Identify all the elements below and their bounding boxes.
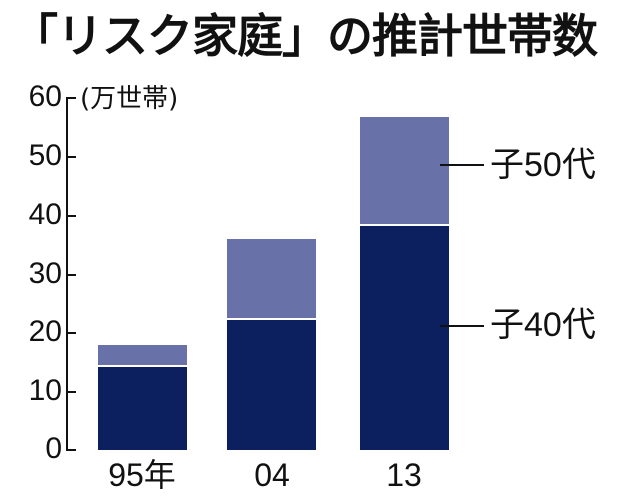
legend-leader-40s (440, 325, 484, 327)
y-tick-label: 60 (28, 80, 62, 113)
bar-segment-40s (360, 226, 449, 450)
segment-divider (98, 365, 187, 367)
y-tick-label: 50 (28, 139, 62, 172)
y-tick-label: 10 (28, 374, 62, 407)
y-tick-label: 40 (28, 198, 62, 231)
y-tick-label: 30 (28, 257, 62, 290)
y-tick-label: 20 (28, 315, 62, 348)
bar-segment-50s (227, 239, 316, 319)
x-label-1995: 95年 (108, 457, 176, 493)
y-tick (66, 97, 76, 99)
x-label-2004: 04 (254, 457, 290, 493)
segment-divider (227, 318, 316, 320)
legend-label-50s: 子50代 (490, 146, 596, 184)
y-axis-unit: (万世帯) (80, 84, 179, 114)
y-tick (66, 332, 76, 334)
x-label-2013: 13 (386, 457, 422, 493)
bar-segment-50s (360, 117, 449, 225)
y-tick (66, 449, 76, 451)
bar-segment-40s (227, 320, 316, 450)
y-tick-label: 0 (45, 432, 62, 465)
bar-2004 (227, 239, 316, 450)
bar-1995 (98, 345, 187, 450)
y-tick (66, 156, 76, 158)
legend-leader-50s (440, 164, 484, 166)
bar-segment-50s (98, 345, 187, 366)
legend-label-40s: 子40代 (490, 306, 596, 344)
y-tick (66, 391, 76, 393)
segment-divider (360, 224, 449, 226)
bar-2013 (360, 117, 449, 450)
y-tick (66, 274, 76, 276)
bar-segment-40s (98, 367, 187, 450)
y-tick (66, 215, 76, 217)
chart-title: 「リスク家庭」の推計世帯数 (12, 9, 598, 63)
